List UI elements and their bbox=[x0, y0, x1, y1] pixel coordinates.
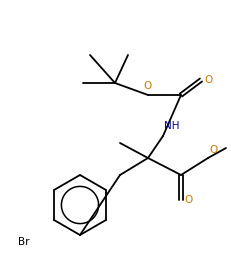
Text: O: O bbox=[203, 75, 211, 85]
Text: O: O bbox=[183, 195, 191, 205]
Text: Br: Br bbox=[18, 237, 29, 247]
Text: NH: NH bbox=[163, 121, 179, 131]
Text: O: O bbox=[208, 145, 216, 155]
Text: O: O bbox=[143, 81, 152, 91]
